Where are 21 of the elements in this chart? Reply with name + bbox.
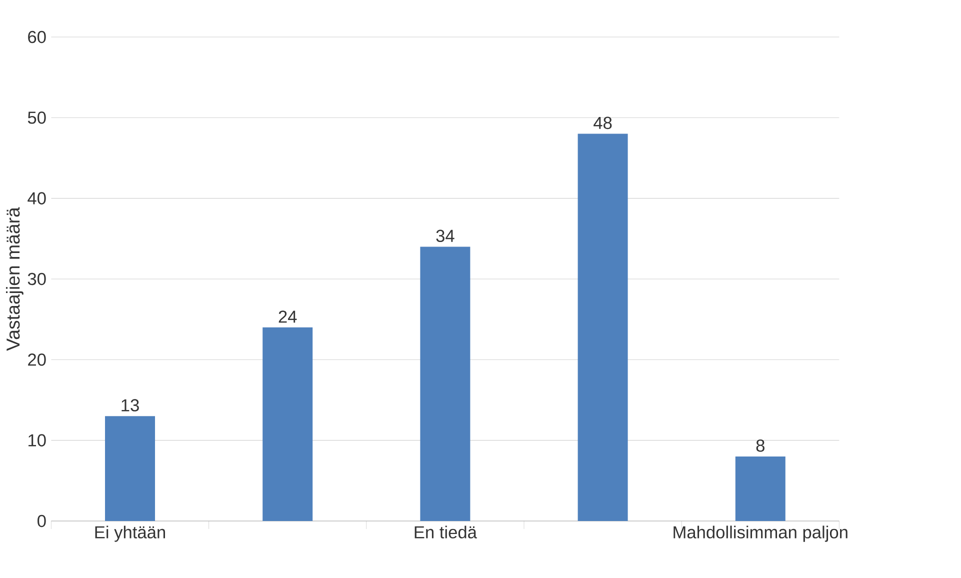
bar xyxy=(578,134,628,521)
y-tick-label: 0 xyxy=(38,514,46,528)
x-tick-label: En tiedä xyxy=(414,526,477,538)
data-label: 24 xyxy=(278,310,297,323)
data-label: 13 xyxy=(122,399,139,412)
y-tick-label: 60 xyxy=(28,30,46,44)
bar xyxy=(105,416,156,521)
y-tick-label: 10 xyxy=(28,434,46,446)
data-label: 8 xyxy=(756,439,764,452)
data-label: 34 xyxy=(436,230,454,242)
x-tick-label: Ei yhtään xyxy=(95,526,165,542)
y-tick-label: 30 xyxy=(28,272,46,286)
bar xyxy=(262,327,313,521)
x-tick-label: Mahdollisimman paljon xyxy=(674,526,848,542)
bar xyxy=(420,246,470,521)
y-tick-label: 50 xyxy=(28,112,46,124)
data-label: 48 xyxy=(594,116,612,130)
y-tick-label: 40 xyxy=(28,192,46,204)
y-tick-label: 20 xyxy=(28,354,46,366)
y-axis-title: Vastaajien määrä xyxy=(6,207,24,351)
bar xyxy=(735,456,786,521)
